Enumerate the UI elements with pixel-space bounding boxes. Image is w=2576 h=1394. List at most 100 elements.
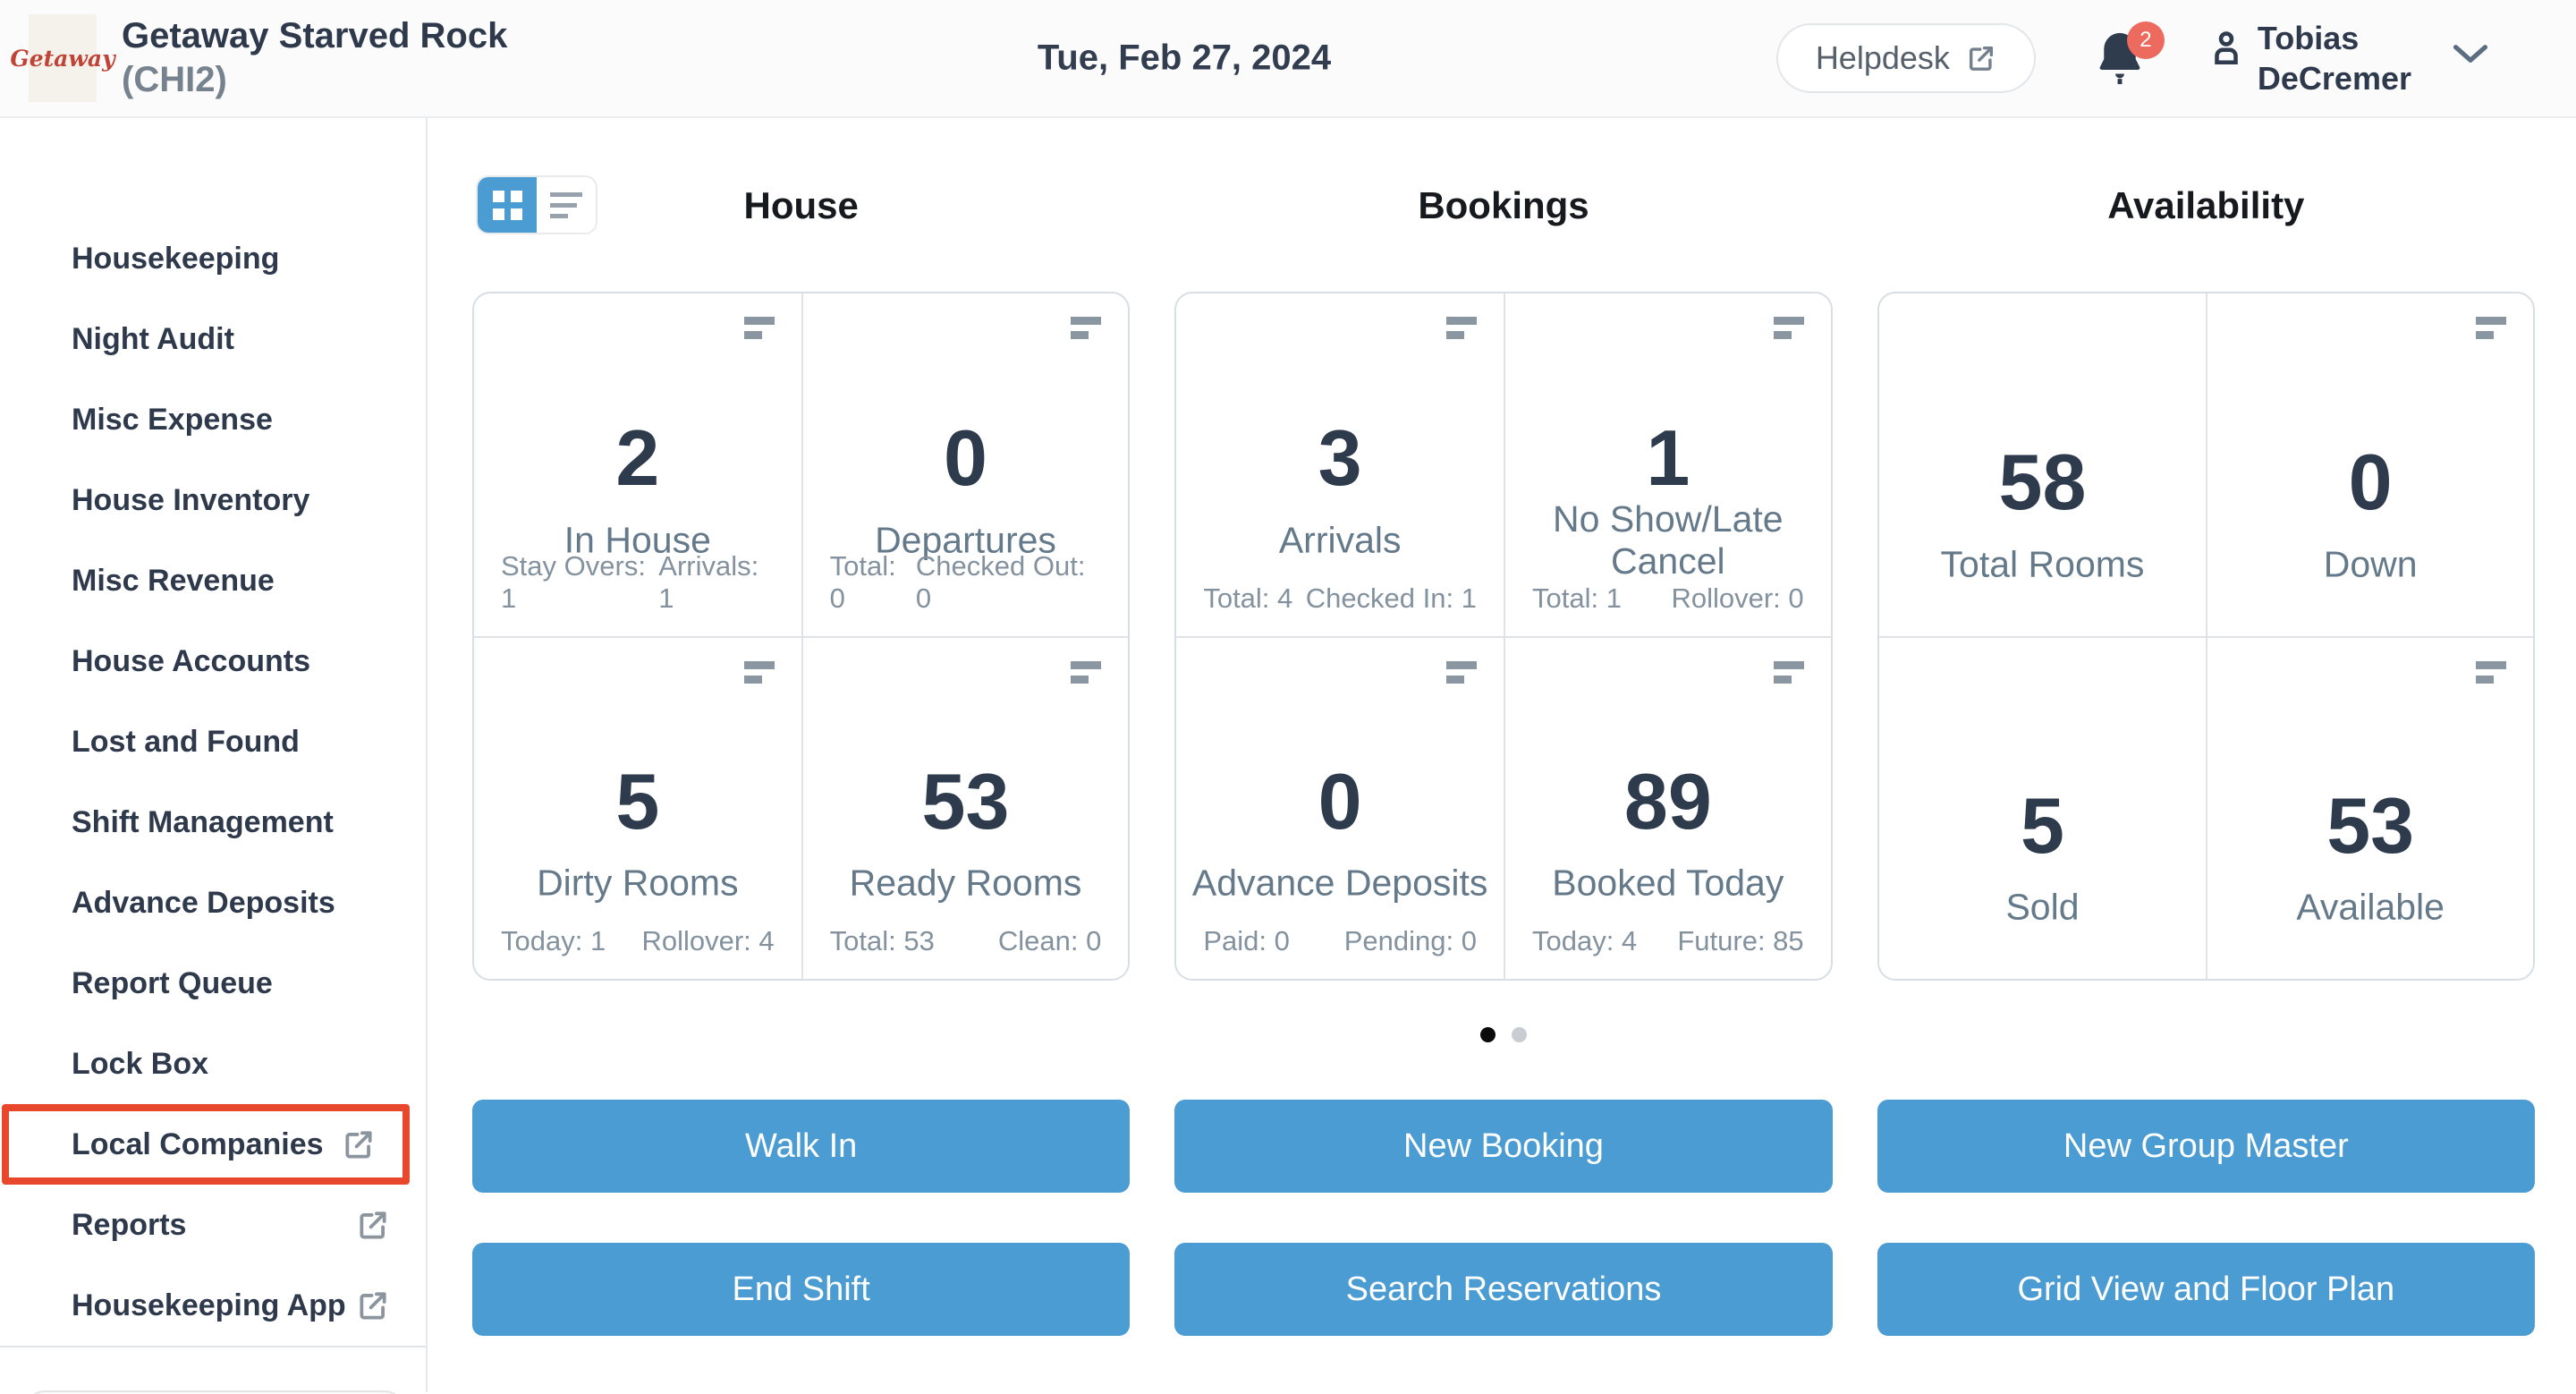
house-card-group: 2 In House Stay Overs: 1 Arrivals: 1 0 D… <box>472 292 1131 981</box>
stat-detail-right: Rollover: 4 <box>641 925 775 956</box>
trainkey-button[interactable]: TrainKey <box>25 1390 404 1394</box>
property-code: (CHI2) <box>122 60 227 99</box>
sidebar-item-lost-and-found[interactable]: Lost and Found <box>72 724 300 759</box>
stat-value: 58 <box>1998 437 2087 526</box>
stat-detail-right: Checked Out: 0 <box>915 550 1086 614</box>
card-menu-icon[interactable] <box>1445 317 1477 339</box>
sidebar-item-report-queue[interactable]: Report Queue <box>72 965 273 1000</box>
stat-card-sold: 5 Sold <box>1878 636 2207 979</box>
sidebar-item-housekeeping-app[interactable]: Housekeeping App <box>0 1265 426 1346</box>
stat-label: No Show/Late Cancel <box>1553 497 1784 582</box>
sidebar-item-housekeeping[interactable]: Housekeeping <box>72 241 280 276</box>
stat-card-advance-deposits: 0 Advance Deposits Paid: 0 Pending: 0 <box>1176 636 1504 979</box>
view-toggle <box>478 177 596 233</box>
card-menu-icon[interactable] <box>2475 661 2506 684</box>
sidebar-item-house-accounts[interactable]: House Accounts <box>72 643 311 678</box>
sidebar-item-night-audit[interactable]: Night Audit <box>72 321 234 356</box>
card-menu-icon[interactable] <box>2475 317 2506 339</box>
stat-detail-left: Total: 1 <box>1531 582 1622 614</box>
external-link-icon <box>356 1288 390 1322</box>
walk-in-button[interactable]: Walk In <box>472 1100 1131 1193</box>
stat-detail-left: Today: 1 <box>501 925 606 956</box>
stat-detail-right: Clean: 0 <box>997 925 1102 956</box>
stat-card-available: 53 Available <box>2206 636 2533 979</box>
grid-view-icon <box>492 190 522 220</box>
stat-value: 3 <box>1318 412 1362 502</box>
availability-card-group: 58 Total Rooms 0 Down 5 Sold 53 Availabl… <box>1877 292 2535 981</box>
end-shift-button[interactable]: End Shift <box>472 1243 1131 1336</box>
new-group-master-button[interactable]: New Group Master <box>1877 1100 2535 1193</box>
stat-label: Down <box>2323 543 2418 585</box>
card-menu-icon[interactable] <box>743 661 775 684</box>
pagination-dot[interactable] <box>1512 1027 1527 1042</box>
search-reservations-button[interactable]: Search Reservations <box>1174 1243 1833 1336</box>
sidebar-item-reports[interactable]: Reports <box>0 1185 426 1265</box>
card-menu-icon[interactable] <box>743 317 775 339</box>
chevron-down-icon <box>2451 41 2490 66</box>
user-menu[interactable]: Tobias DeCremer <box>2207 18 2490 98</box>
card-menu-icon[interactable] <box>1071 661 1102 684</box>
sidebar-nav: Housekeeping Night Audit Misc Expense Ho… <box>0 118 428 1394</box>
section-title-bookings: Bookings <box>1418 184 1589 226</box>
external-link-icon <box>1966 43 1996 73</box>
pagination-dot-active[interactable] <box>1480 1027 1496 1042</box>
stat-label: Booked Today <box>1552 862 1784 904</box>
sidebar-item-misc-revenue[interactable]: Misc Revenue <box>72 563 275 598</box>
stat-detail-right: Pending: 0 <box>1343 925 1477 956</box>
stat-card-in-house: 2 In House Stay Overs: 1 Arrivals: 1 <box>474 293 801 636</box>
stat-value: 2 <box>615 412 660 502</box>
stat-label: Sold <box>2005 886 2080 928</box>
stat-detail-left: Total: 0 <box>829 550 896 614</box>
list-view-icon <box>550 191 582 218</box>
stat-detail-left: Paid: 0 <box>1203 925 1290 956</box>
stat-label: Arrivals <box>1278 519 1402 561</box>
stat-card-dirty-rooms: 5 Dirty Rooms Today: 1 Rollover: 4 <box>474 636 801 979</box>
getaway-logo: Getaway <box>10 14 115 102</box>
grid-view-floor-plan-button[interactable]: Grid View and Floor Plan <box>1877 1243 2535 1336</box>
stat-card-arrivals: 3 Arrivals Total: 4 Checked In: 1 <box>1176 293 1504 636</box>
sidebar-item-local-companies[interactable]: Local Companies <box>2 1104 410 1185</box>
stat-label: Advance Deposits <box>1191 862 1488 904</box>
stat-detail-left: Today: 4 <box>1531 925 1638 956</box>
stat-card-down: 0 Down <box>2206 293 2533 636</box>
stat-label: Total Rooms <box>1940 543 2145 585</box>
person-icon <box>2207 27 2245 70</box>
sidebar-item-house-inventory[interactable]: House Inventory <box>72 482 310 517</box>
stat-detail-right: Checked In: 1 <box>1305 582 1477 614</box>
user-last-name: DeCremer <box>2257 60 2411 97</box>
helpdesk-button[interactable]: Helpdesk <box>1775 23 2036 93</box>
section-title-availability: Availability <box>2107 184 2305 226</box>
card-menu-icon[interactable] <box>1445 661 1477 684</box>
stat-card-no-show-late-cancel: 1 No Show/Late Cancel Total: 1 Rollover:… <box>1503 293 1831 636</box>
stat-label: Available <box>2296 886 2445 928</box>
property-name: Getaway Starved Rock <box>122 16 508 56</box>
sidebar-item-misc-expense[interactable]: Misc Expense <box>72 402 273 437</box>
stat-value: 0 <box>2348 437 2393 526</box>
stat-detail-left: Stay Overs: 1 <box>501 550 646 614</box>
stat-detail-left: Total: 4 <box>1203 582 1293 614</box>
grid-view-button[interactable] <box>478 177 537 233</box>
sidebar-item-lock-box[interactable]: Lock Box <box>72 1046 209 1081</box>
external-link-icon <box>342 1127 376 1161</box>
card-menu-icon[interactable] <box>1773 661 1804 684</box>
notification-badge: 2 <box>2126 21 2165 59</box>
notifications-button[interactable]: 2 <box>2093 21 2165 88</box>
app-header: Getaway Getaway Starved Rock (CHI2) Tue,… <box>0 0 2576 118</box>
stat-detail-right: Future: 85 <box>1677 925 1804 956</box>
stat-label: Dirty Rooms <box>537 862 739 904</box>
sidebar-item-advance-deposits[interactable]: Advance Deposits <box>72 885 335 920</box>
stat-value: 1 <box>1646 412 1690 502</box>
carousel-pagination <box>472 1027 2535 1042</box>
stat-label: Departures <box>875 519 1056 561</box>
list-view-button[interactable] <box>537 177 596 233</box>
stat-value: 0 <box>944 412 987 502</box>
card-menu-icon[interactable] <box>1071 317 1102 339</box>
stat-value: 5 <box>2021 780 2064 870</box>
stat-value: 53 <box>921 756 1010 846</box>
card-menu-icon[interactable] <box>1773 317 1804 339</box>
getaway-logo-text: Getaway <box>10 45 115 72</box>
new-booking-button[interactable]: New Booking <box>1174 1100 1833 1193</box>
stat-value: 5 <box>615 756 660 846</box>
sidebar-item-shift-management[interactable]: Shift Management <box>72 804 334 839</box>
trainkey-panel: TrainKey <box>0 1346 426 1394</box>
